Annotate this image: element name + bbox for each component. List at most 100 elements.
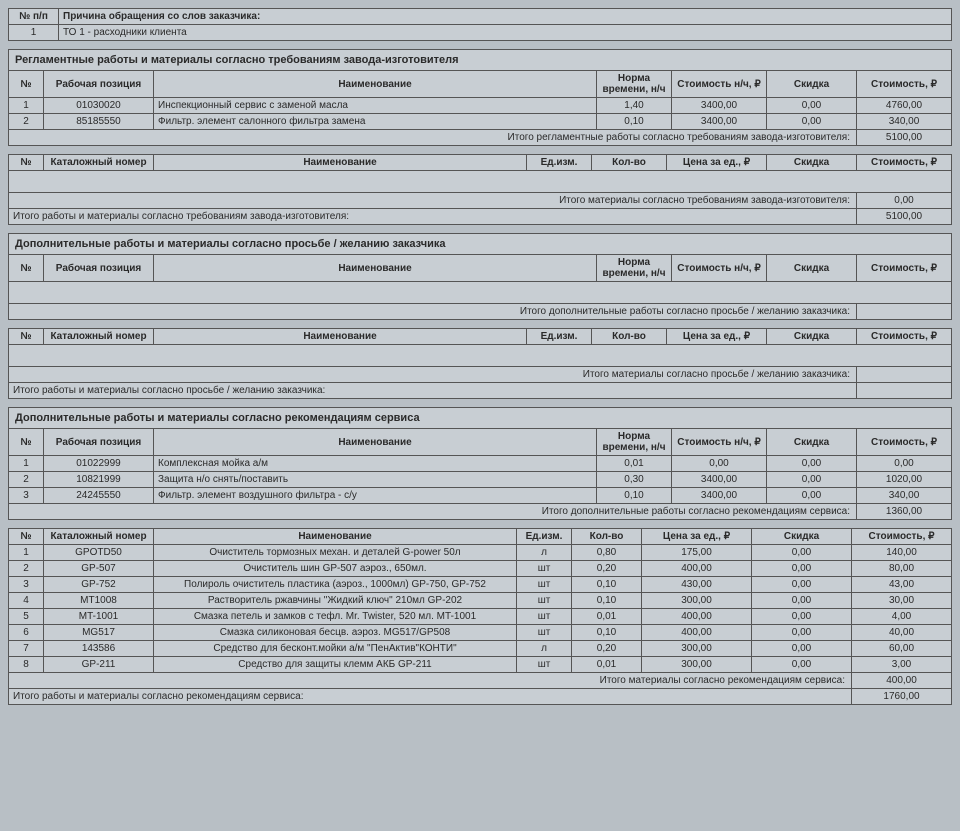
cell-qty: 0,20 bbox=[572, 561, 642, 577]
cell-disc: 0,00 bbox=[752, 625, 852, 641]
cell-name: Фильтр. элемент воздушного фильтра - с/у bbox=[154, 488, 597, 504]
cell-cost: 0,00 bbox=[857, 456, 952, 472]
s1m-h-disc: Скидка bbox=[767, 155, 857, 171]
table-row: 6 MG517 Смазка силиконовая бесцв. аэроз.… bbox=[9, 625, 952, 641]
table-row: 3 24245550 Фильтр. элемент воздушного фи… bbox=[9, 488, 952, 504]
cell-num: 3 bbox=[9, 488, 44, 504]
cell-cost: 60,00 bbox=[852, 641, 952, 657]
cell-qty: 0,10 bbox=[572, 577, 642, 593]
s3-mat-total-label: Итого материалы согласно рекомендациям с… bbox=[9, 673, 852, 689]
cell-num: 2 bbox=[9, 114, 44, 130]
cell-name: Средство для бесконт.мойки а/м "ПенАктив… bbox=[154, 641, 517, 657]
cell-num: 1 bbox=[9, 456, 44, 472]
s3m-h-qty: Кол-во bbox=[572, 529, 642, 545]
cell-disc: 0,00 bbox=[767, 98, 857, 114]
cell-name: Инспекционный сервис с заменой масла bbox=[154, 98, 597, 114]
s3-work-total: 1360,00 bbox=[857, 504, 952, 520]
cell-norm: 0,10 bbox=[597, 488, 672, 504]
cell-cost: 40,00 bbox=[852, 625, 952, 641]
cell-cost: 80,00 bbox=[852, 561, 952, 577]
s1m-h-price: Цена за ед., ₽ bbox=[667, 155, 767, 171]
cell-num: 7 bbox=[9, 641, 44, 657]
s2-work-empty bbox=[9, 282, 952, 304]
table-row: 8 GP-211 Средство для защиты клемм АКБ G… bbox=[9, 657, 952, 673]
section2-title: Дополнительные работы и материалы соглас… bbox=[9, 234, 952, 255]
s2-h-disc: Скидка bbox=[767, 255, 857, 282]
s1-h-cost: Стоимость, ₽ bbox=[857, 71, 952, 98]
cell-cat: GP-752 bbox=[44, 577, 154, 593]
section3-mat-table: № Каталожный номер Наименование Ед.изм. … bbox=[8, 528, 952, 705]
s1-mat-empty bbox=[9, 171, 952, 193]
section2-mat-table: № Каталожный номер Наименование Ед.изм. … bbox=[8, 328, 952, 399]
s1m-h-cat: Каталожный номер bbox=[44, 155, 154, 171]
cell-name: Защита н/о снять/поставить bbox=[154, 472, 597, 488]
cell-disc: 0,00 bbox=[752, 577, 852, 593]
cell-cat: GP-211 bbox=[44, 657, 154, 673]
s2m-h-cost: Стоимость, ₽ bbox=[857, 329, 952, 345]
table-row: 2 10821999 Защита н/о снять/поставить 0,… bbox=[9, 472, 952, 488]
s3-work-total-label: Итого дополнительные работы согласно рек… bbox=[9, 504, 857, 520]
s2-combined-total bbox=[857, 383, 952, 399]
s3-h-cost: Стоимость, ₽ bbox=[857, 429, 952, 456]
cell-cat: MG517 bbox=[44, 625, 154, 641]
s2-h-cost: Стоимость, ₽ bbox=[857, 255, 952, 282]
table-row: 1 GPOTD50 Очиститель тормозных механ. и … bbox=[9, 545, 952, 561]
cell-num: 8 bbox=[9, 657, 44, 673]
table-row: 1 01030020 Инспекционный сервис с замено… bbox=[9, 98, 952, 114]
s2m-h-name: Наименование bbox=[154, 329, 527, 345]
reason-col-num: № п/п bbox=[9, 9, 59, 25]
cell-unit: шт bbox=[517, 561, 572, 577]
table-row: 3 GP-752 Полироль очиститель пластика (а… bbox=[9, 577, 952, 593]
cell-cost: 340,00 bbox=[857, 488, 952, 504]
table-row: 2 85185550 Фильтр. элемент салонного фил… bbox=[9, 114, 952, 130]
s3-h-disc: Скидка bbox=[767, 429, 857, 456]
cell-pos: 01022999 bbox=[44, 456, 154, 472]
cell-disc: 0,00 bbox=[752, 593, 852, 609]
cell-qty: 0,01 bbox=[572, 657, 642, 673]
s1-combined-label: Итого работы и материалы согласно требов… bbox=[9, 209, 857, 225]
cell-name: Фильтр. элемент салонного фильтра замена bbox=[154, 114, 597, 130]
s3-combined-total: 1760,00 bbox=[852, 689, 952, 705]
cell-rate: 3400,00 bbox=[672, 488, 767, 504]
cell-disc: 0,00 bbox=[767, 472, 857, 488]
cell-cat: GP-507 bbox=[44, 561, 154, 577]
s2m-h-unit: Ед.изм. bbox=[527, 329, 592, 345]
s2m-h-cat: Каталожный номер bbox=[44, 329, 154, 345]
reason-col-text: Причина обращения со слов заказчика: bbox=[59, 9, 952, 25]
cell-name: Средство для защиты клемм АКБ GP-211 bbox=[154, 657, 517, 673]
s2m-h-disc: Скидка bbox=[767, 329, 857, 345]
cell-price: 400,00 bbox=[642, 609, 752, 625]
cell-price: 175,00 bbox=[642, 545, 752, 561]
cell-rate: 3400,00 bbox=[672, 472, 767, 488]
cell-num: 2 bbox=[9, 561, 44, 577]
table-row: 7 143586 Средство для бесконт.мойки а/м … bbox=[9, 641, 952, 657]
cell-num: 1 bbox=[9, 545, 44, 561]
s1-h-name: Наименование bbox=[154, 71, 597, 98]
cell-disc: 0,00 bbox=[767, 456, 857, 472]
cell-price: 300,00 bbox=[642, 641, 752, 657]
cell-cat: MT1008 bbox=[44, 593, 154, 609]
s3m-h-price: Цена за ед., ₽ bbox=[642, 529, 752, 545]
cell-norm: 1,40 bbox=[597, 98, 672, 114]
cell-name: Очиститель шин GP-507 аэроз., 650мл. bbox=[154, 561, 517, 577]
cell-cat: GPOTD50 bbox=[44, 545, 154, 561]
cell-unit: шт bbox=[517, 625, 572, 641]
s3m-h-unit: Ед.изм. bbox=[517, 529, 572, 545]
cell-unit: шт bbox=[517, 609, 572, 625]
cell-num: 2 bbox=[9, 472, 44, 488]
reason-table: № п/п Причина обращения со слов заказчик… bbox=[8, 8, 952, 41]
cell-pos: 85185550 bbox=[44, 114, 154, 130]
cell-price: 400,00 bbox=[642, 625, 752, 641]
cell-qty: 0,20 bbox=[572, 641, 642, 657]
cell-rate: 3400,00 bbox=[672, 114, 767, 130]
s3-h-rate: Стоимость н/ч, ₽ bbox=[672, 429, 767, 456]
cell-price: 300,00 bbox=[642, 657, 752, 673]
s1-h-pos: Рабочая позиция bbox=[44, 71, 154, 98]
s2m-h-num: № bbox=[9, 329, 44, 345]
s3m-h-name: Наименование bbox=[154, 529, 517, 545]
cell-cost: 4760,00 bbox=[857, 98, 952, 114]
s2m-h-price: Цена за ед., ₽ bbox=[667, 329, 767, 345]
s3-h-norm: Норма времени, н/ч bbox=[597, 429, 672, 456]
s2-mat-total bbox=[857, 367, 952, 383]
cell-price: 300,00 bbox=[642, 593, 752, 609]
